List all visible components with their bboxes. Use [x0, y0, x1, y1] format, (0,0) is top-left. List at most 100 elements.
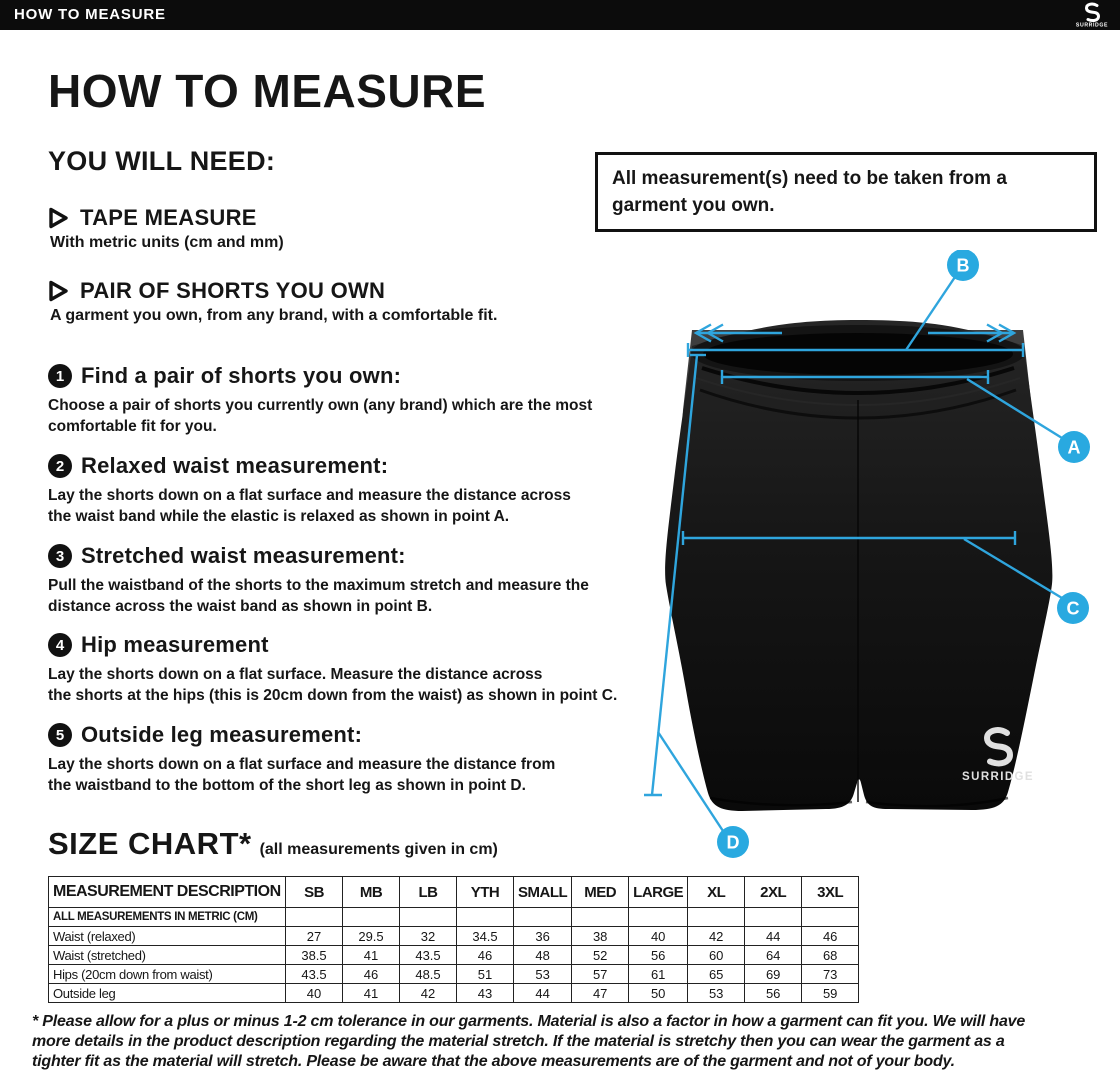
triangle-bullet-icon — [49, 207, 68, 229]
need-item-desc: A garment you own, from any brand, with … — [50, 307, 498, 324]
you-will-need-heading: YOU WILL NEED: — [48, 146, 276, 176]
cell-value: 48 — [512, 945, 573, 965]
measure-line-a — [720, 370, 1063, 440]
cell-value: 46 — [801, 926, 860, 946]
step-desc: Choose a pair of shorts you currently ow… — [48, 397, 593, 435]
cell-value: 36 — [512, 926, 573, 946]
shorts-surridge-logo: SURRIDGE — [962, 727, 1034, 783]
cell-value: 56 — [744, 983, 803, 1003]
column-header: 2XL — [744, 876, 803, 908]
size-chart-subtitle: (all measurements given in cm) — [259, 841, 498, 858]
svg-text:D: D — [727, 833, 740, 853]
empty-cell — [342, 907, 400, 927]
column-header: MB — [342, 876, 400, 908]
cell-value: 65 — [687, 964, 746, 984]
empty-cell — [687, 907, 746, 927]
cell-value: 53 — [512, 964, 573, 984]
need-item-shorts: PAIR OF SHORTS YOU OWN A garment you own… — [48, 278, 497, 325]
need-item-tape-measure: TAPE MEASURE With metric units (cm and m… — [48, 205, 284, 252]
cell-value: 42 — [687, 926, 746, 946]
step-5: 5 Outside leg measurement: Lay the short… — [48, 722, 688, 796]
svg-text:B: B — [957, 256, 970, 276]
column-header: LB — [399, 876, 457, 908]
cell-value: 27 — [285, 926, 343, 946]
cell-value: 59 — [801, 983, 860, 1003]
cell-value: 41 — [342, 983, 400, 1003]
cell-value: 47 — [571, 983, 630, 1003]
table-row-outside-leg: Outside leg 40 41 42 43 44 47 50 53 56 5… — [48, 983, 860, 1003]
table-row-hips: Hips (20cm down from waist) 43.5 46 48.5… — [48, 964, 860, 984]
surridge-logo: SURRIDGE — [1072, 2, 1112, 29]
step-desc: Lay the shorts down on a flat surface an… — [48, 756, 556, 794]
cell-value: 46 — [342, 964, 400, 984]
surridge-logo-text: SURRIDGE — [1076, 23, 1108, 29]
cell-value: 46 — [456, 945, 514, 965]
cell-value: 69 — [744, 964, 803, 984]
cell-value: 43.5 — [399, 945, 457, 965]
top-bar: HOW TO MEASURE SURRIDGE — [0, 0, 1120, 30]
empty-cell — [285, 907, 343, 927]
step-desc: Pull the waistband of the shorts to the … — [48, 577, 589, 615]
measure-line-d — [644, 353, 725, 832]
row-label: Waist (stretched) — [48, 945, 286, 965]
cell-value: 52 — [571, 945, 630, 965]
column-header: SMALL — [512, 876, 573, 908]
cell-value: 56 — [628, 945, 689, 965]
step-3: 3 Stretched waist measurement: Pull the … — [48, 543, 688, 617]
need-item-desc: With metric units (cm and mm) — [50, 234, 284, 251]
size-chart-table: MEASUREMENT DESCRIPTION SB MB LB YTH SMA… — [48, 876, 860, 1003]
step-title: Find a pair of shorts you own: — [81, 363, 402, 388]
step-title: Outside leg measurement: — [81, 722, 363, 747]
empty-cell — [512, 907, 573, 927]
cell-value: 29.5 — [342, 926, 400, 946]
column-header: 3XL — [801, 876, 860, 908]
step-title: Relaxed waist measurement: — [81, 453, 389, 478]
measure-line-b — [686, 276, 1025, 357]
point-c-marker: C — [1057, 592, 1089, 624]
step-number-badge: 1 — [48, 364, 72, 388]
cell-value: 48.5 — [399, 964, 457, 984]
need-item-title: PAIR OF SHORTS YOU OWN — [80, 278, 386, 303]
row-label: Waist (relaxed) — [48, 926, 286, 946]
cell-value: 44 — [744, 926, 803, 946]
cell-value: 42 — [399, 983, 457, 1003]
elastic-ridge — [701, 366, 1015, 395]
cell-value: 60 — [687, 945, 746, 965]
surridge-s-icon — [983, 727, 1014, 767]
column-header: YTH — [456, 876, 514, 908]
size-chart-title: SIZE CHART* — [48, 826, 252, 861]
empty-cell — [571, 907, 630, 927]
cell-value: 53 — [687, 983, 746, 1003]
row-label: Hips (20cm down from waist) — [48, 964, 286, 984]
shorts-logo-text: SURRIDGE — [962, 771, 1034, 783]
cell-value: 38.5 — [285, 945, 343, 965]
step-1: 1 Find a pair of shorts you own: Choose … — [48, 363, 688, 437]
empty-cell — [628, 907, 689, 927]
step-number-badge: 5 — [48, 723, 72, 747]
cell-value: 34.5 — [456, 926, 514, 946]
step-number-badge: 2 — [48, 454, 72, 478]
note-box: All measurement(s) need to be taken from… — [595, 152, 1097, 232]
cell-value: 68 — [801, 945, 860, 965]
step-number-badge: 3 — [48, 544, 72, 568]
triangle-bullet-icon — [49, 280, 68, 302]
svg-text:C: C — [1067, 599, 1080, 619]
row-label: Outside leg — [48, 983, 286, 1003]
cell-value: 61 — [628, 964, 689, 984]
cell-value: 43 — [456, 983, 514, 1003]
empty-cell — [744, 907, 803, 927]
empty-cell — [456, 907, 514, 927]
step-desc: Lay the shorts down on a flat surface. M… — [48, 666, 618, 704]
step-2: 2 Relaxed waist measurement: Lay the sho… — [48, 453, 688, 527]
page-title: HOW TO MEASURE — [48, 65, 487, 117]
step-title: Stretched waist measurement: — [81, 543, 406, 568]
size-chart-heading: SIZE CHART* (all measurements given in cm… — [48, 826, 498, 862]
cell-value: 40 — [628, 926, 689, 946]
shorts-measurement-diagram: SURRIDGE — [630, 249, 1110, 870]
tolerance-footnote: * Please allow for a plus or minus 1-2 c… — [32, 1013, 1026, 1070]
cell-value: 32 — [399, 926, 457, 946]
metric-note: ALL MEASUREMENTS IN METRIC (CM) — [48, 907, 286, 927]
column-header: LARGE — [628, 876, 689, 908]
table-row-waist-relaxed: Waist (relaxed) 27 29.5 32 34.5 36 38 40… — [48, 926, 860, 946]
size-chart-header-row: MEASUREMENT DESCRIPTION SB MB LB YTH SMA… — [48, 876, 860, 908]
